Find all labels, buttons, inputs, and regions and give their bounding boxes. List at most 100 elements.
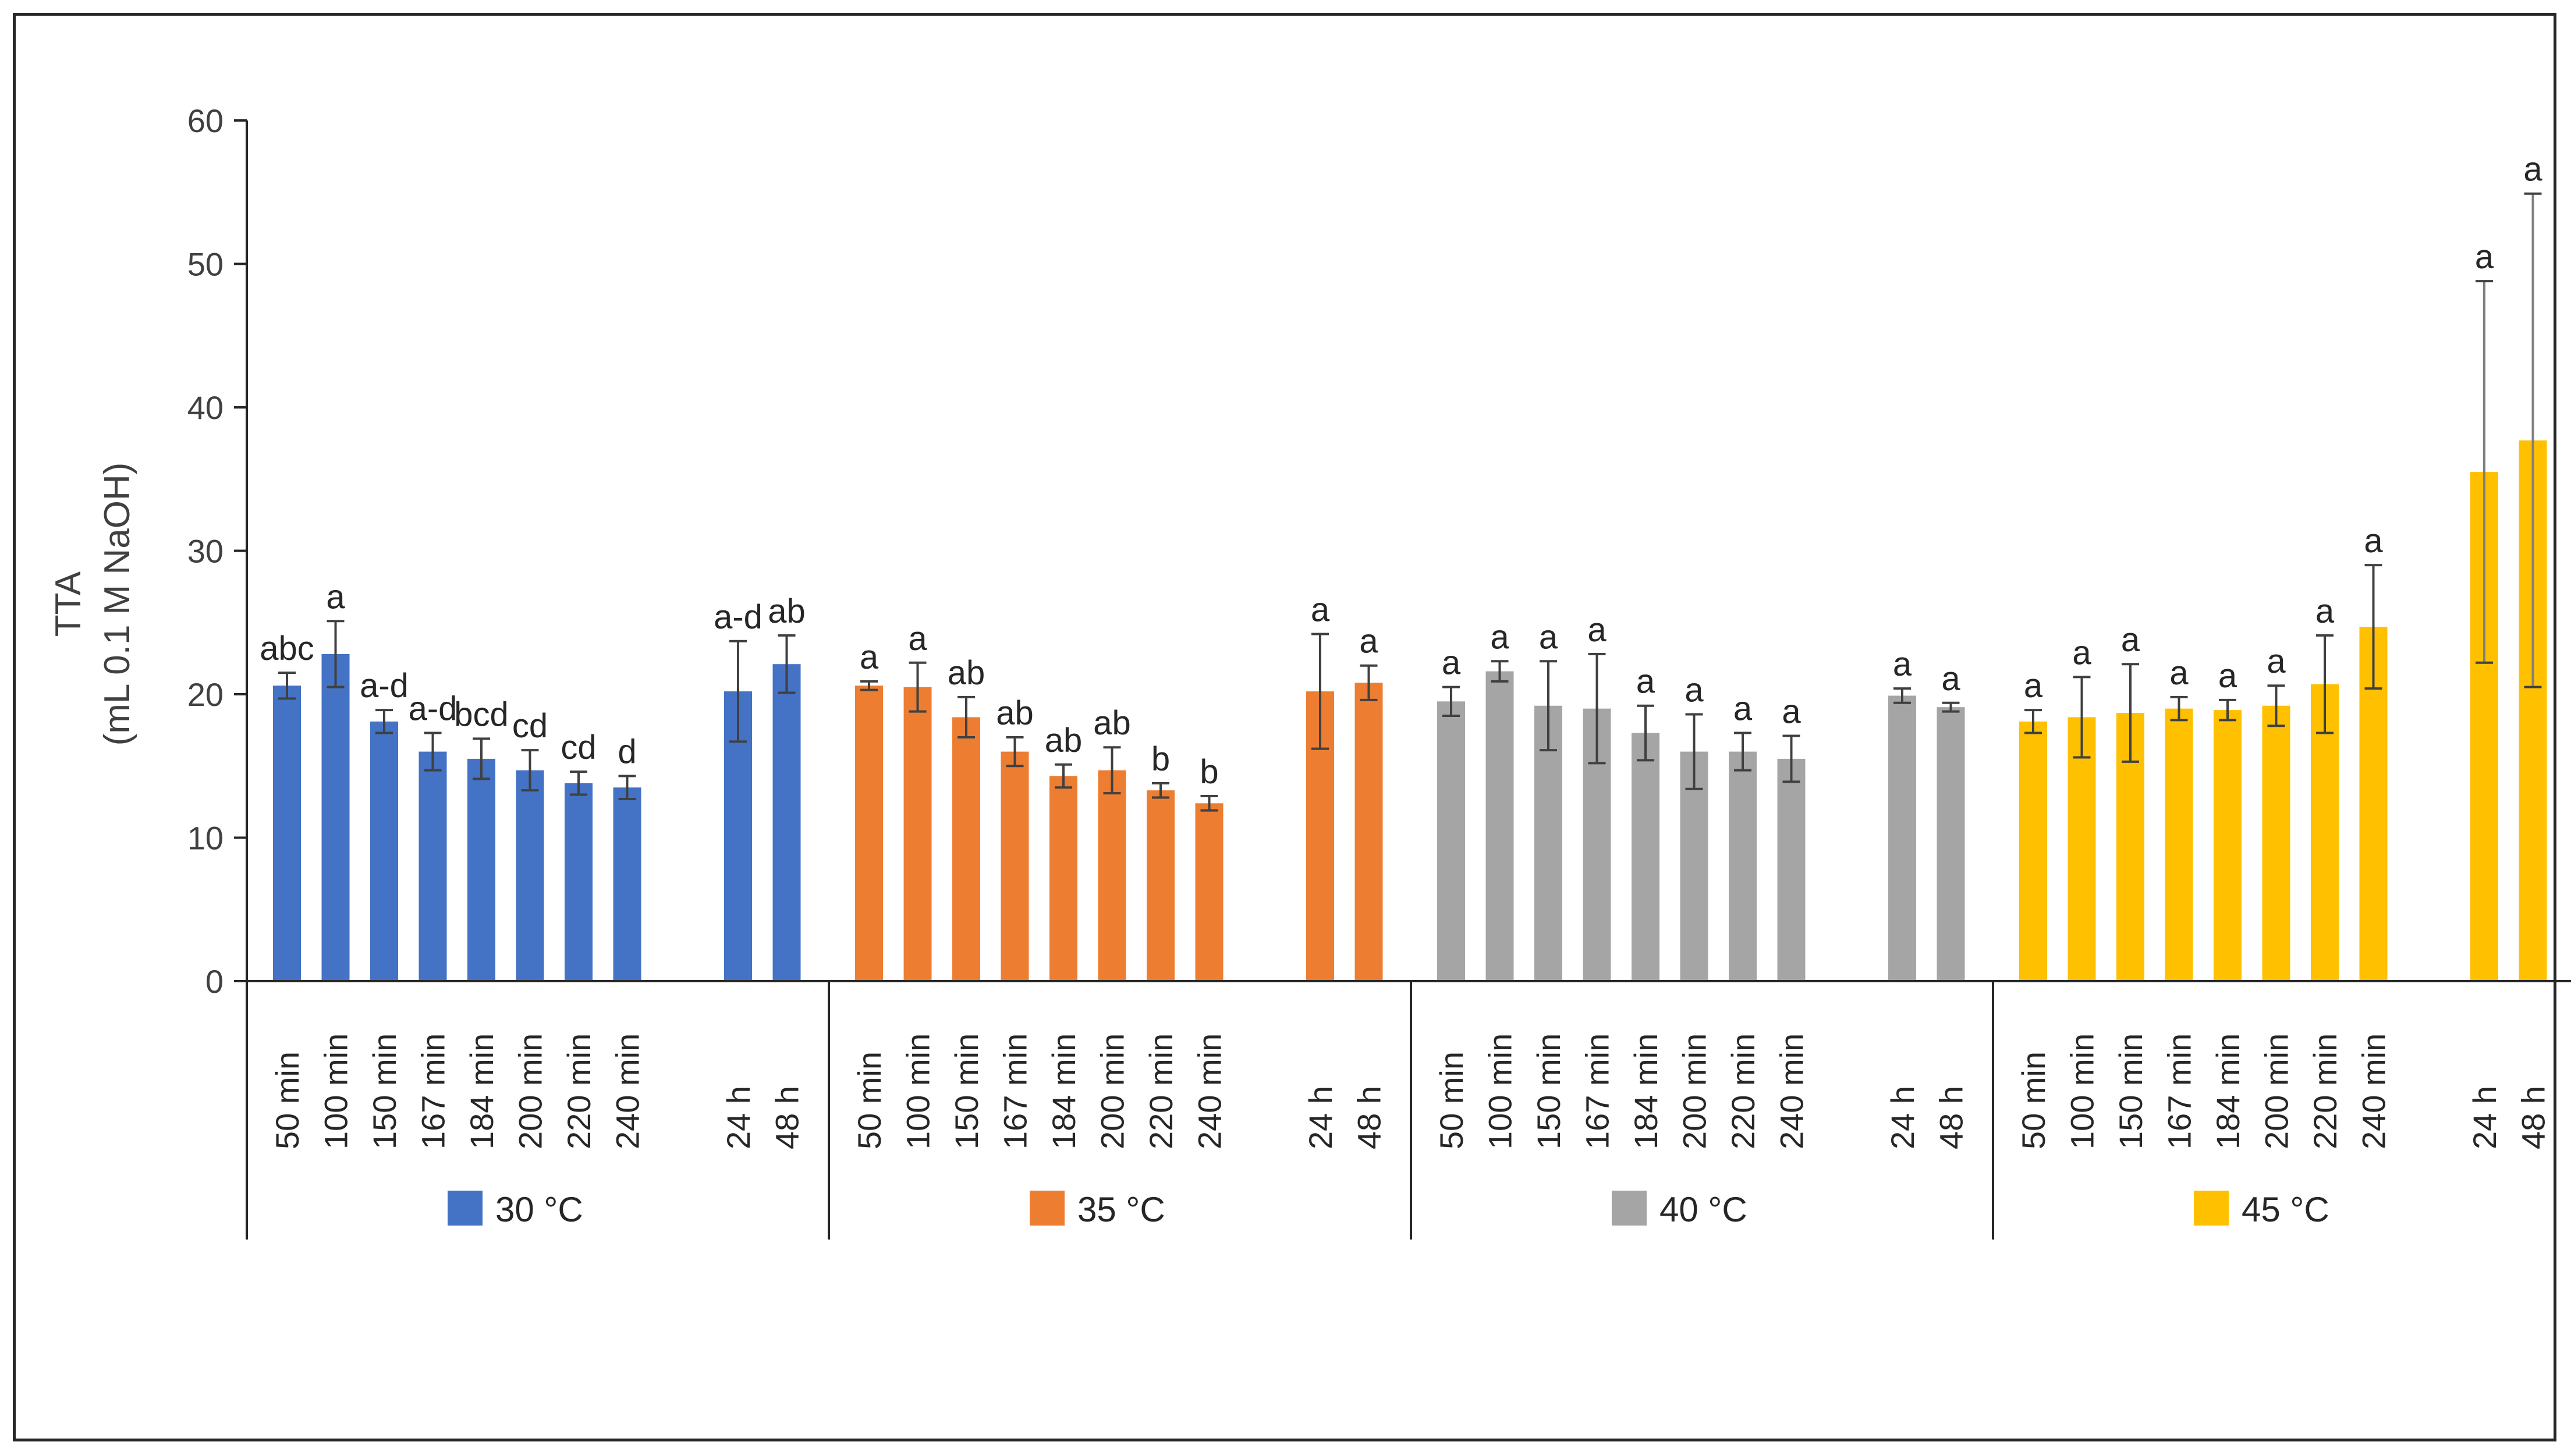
y-tick-label: 50 <box>187 246 224 283</box>
significance-letter: a <box>1685 672 1704 709</box>
x-category-label: 200 min <box>512 1034 549 1149</box>
x-category-label: 48 h <box>1351 1086 1388 1149</box>
x-category-label: 240 min <box>609 1034 646 1149</box>
bar <box>1777 758 1806 981</box>
bar <box>1001 751 1029 981</box>
x-category-label: 48 h <box>1933 1086 1970 1149</box>
y-tick-label: 20 <box>187 676 224 713</box>
bar <box>1729 751 1757 981</box>
significance-letter: a <box>2024 667 2043 705</box>
x-category-label: 100 min <box>1482 1034 1519 1149</box>
x-category-label: 100 min <box>2064 1034 2101 1149</box>
x-category-label: 240 min <box>1774 1034 1810 1149</box>
bar <box>1147 790 1175 981</box>
significance-letter: a <box>860 638 879 676</box>
x-category-label: 24 h <box>2466 1086 2503 1149</box>
significance-letter: b <box>1151 740 1170 778</box>
significance-letter: a <box>2523 151 2542 189</box>
x-category-label: 167 min <box>997 1034 1034 1149</box>
x-category-label: 184 min <box>1627 1034 1664 1149</box>
bar <box>1437 701 1465 981</box>
significance-letter: a <box>1359 623 1378 660</box>
x-category-label: 200 min <box>2258 1034 2295 1149</box>
significance-letter: ab <box>768 592 806 630</box>
significance-letter: ab <box>996 694 1034 732</box>
x-category-label: 220 min <box>1725 1034 1761 1149</box>
significance-letter: a <box>2267 642 2286 680</box>
x-category-label: 220 min <box>2307 1034 2343 1149</box>
significance-letter: a <box>326 578 345 616</box>
x-category-label: 150 min <box>1530 1034 1567 1149</box>
y-tick-label: 30 <box>187 533 224 570</box>
significance-letter: a <box>1893 645 1912 683</box>
x-category-label: 48 h <box>769 1086 806 1149</box>
bar <box>772 664 801 981</box>
bar <box>2068 717 2096 981</box>
x-category-label: 100 min <box>900 1034 937 1149</box>
significance-letter: b <box>1200 753 1218 791</box>
bar <box>1632 733 1659 981</box>
y-axis: 0 10 20 30 40 50 60 <box>187 102 248 1000</box>
x-category-label: 50 min <box>851 1052 888 1149</box>
category-labels-layer: 50 min 100 min 150 min 167 min 184 min 200 mi… <box>269 1034 2552 1149</box>
bar <box>2214 710 2242 981</box>
x-category-label: 50 min <box>269 1052 306 1149</box>
bar <box>516 770 544 981</box>
x-category-label: 48 h <box>2515 1086 2552 1149</box>
x-category-label: 220 min <box>1143 1034 1179 1149</box>
x-category-label: 50 min <box>1433 1052 1470 1149</box>
significance-letter: a <box>2218 657 2237 695</box>
x-category-label: 167 min <box>415 1034 452 1149</box>
bar <box>321 654 350 981</box>
y-axis-title: TTA (mL 0.1 M NaOH) <box>48 463 137 746</box>
bar <box>273 686 301 981</box>
legend-label: 40 °C <box>1659 1190 1747 1229</box>
significance-letter: d <box>618 733 636 771</box>
significance-letter: abc <box>260 630 314 667</box>
y-tick-label: 60 <box>187 102 224 139</box>
significance-letter: a <box>2121 621 2140 659</box>
x-category-label: 150 min <box>948 1034 985 1149</box>
significance-letter: a <box>1490 618 1509 656</box>
bar <box>1098 770 1126 981</box>
significance-letter: a-d <box>714 598 763 636</box>
bar <box>370 721 398 981</box>
error-bars-layer <box>278 192 2542 812</box>
significance-letter: bcd <box>454 695 509 733</box>
bar <box>855 686 883 981</box>
bar <box>2262 705 2290 981</box>
significance-letter: a <box>2364 522 2383 560</box>
legend-swatch <box>1612 1191 1647 1226</box>
x-category-label: 200 min <box>1094 1034 1131 1149</box>
x-category-label: 24 h <box>720 1086 757 1149</box>
x-category-label: 167 min <box>1579 1034 1616 1149</box>
significance-letter: a <box>1587 611 1607 649</box>
y-axis-title-line1: TTA <box>48 571 88 637</box>
x-category-label: 184 min <box>463 1034 500 1149</box>
x-category-label: 200 min <box>1676 1034 1713 1149</box>
significance-letter: a-d <box>360 667 409 705</box>
legend-swatch <box>1030 1191 1065 1226</box>
significance-letter: a <box>2072 634 2091 672</box>
legend-label: 45 °C <box>2242 1190 2329 1229</box>
x-axis <box>246 980 2571 1240</box>
significance-letter: a <box>1733 690 1753 728</box>
significance-letter: a <box>1539 618 1558 656</box>
group-legends-layer: 30 °C 35 °C 40 °C 45 °C <box>448 1190 2329 1229</box>
y-tick-label: 0 <box>205 963 224 1000</box>
significance-letter: a <box>1782 693 1801 730</box>
significance-letter: a <box>1311 591 1330 628</box>
significance-letter: a <box>2315 592 2335 630</box>
x-category-label: 150 min <box>366 1034 403 1149</box>
x-category-label: 24 h <box>1302 1086 1339 1149</box>
bar <box>952 717 980 981</box>
bar <box>1485 671 1514 981</box>
x-category-label: 184 min <box>1045 1034 1082 1149</box>
y-tick-label: 40 <box>187 389 224 426</box>
significance-letter: a <box>908 620 927 658</box>
legend-swatch <box>448 1191 483 1226</box>
x-category-label: 100 min <box>318 1034 354 1149</box>
significance-letter: cd <box>561 729 596 766</box>
